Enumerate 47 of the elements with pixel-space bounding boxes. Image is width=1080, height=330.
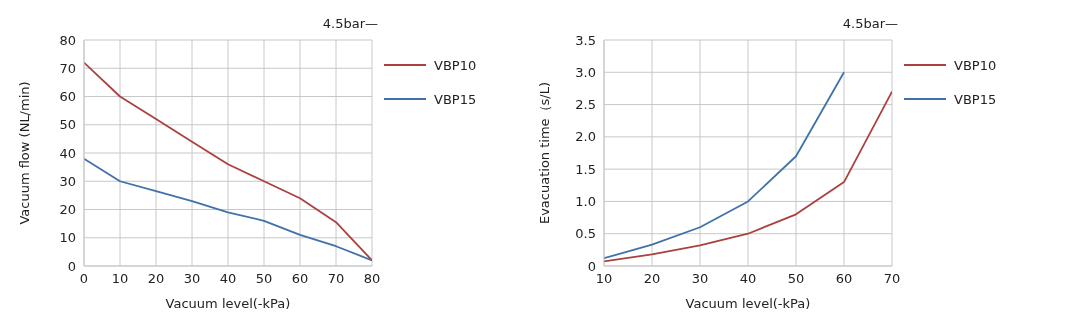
line-series [84, 157, 372, 262]
y-tick-label: 20 [59, 202, 76, 218]
y-tick-label: 60 [59, 89, 76, 105]
y-tick-label: 0 [587, 258, 596, 274]
y-tick-label: 3.5 [575, 32, 596, 48]
y-axis-title: Evacuation time（s/L) [536, 81, 552, 225]
x-tick-label: 10 [595, 271, 613, 287]
x-tick-label: 40 [739, 271, 757, 287]
x-tick-label: 20 [643, 271, 661, 287]
line-series [84, 61, 372, 262]
x-axis-title: Vacuum level(-kPa) [685, 296, 811, 311]
x-tick-label: 50 [787, 271, 805, 287]
x-tick-label: 70 [327, 271, 345, 287]
y-tick-label: 0.5 [575, 226, 596, 242]
x-tick-label: 0 [79, 271, 89, 287]
line-series [604, 90, 892, 263]
y-tick-label: 30 [59, 173, 76, 189]
y-tick-label: 2.0 [575, 129, 596, 145]
x-tick-label: 30 [691, 271, 709, 287]
x-tick-label: 70 [883, 271, 901, 287]
legend-label: VBP10 [954, 57, 997, 73]
x-tick-label: 80 [363, 271, 381, 287]
y-tick-label: 3.0 [575, 64, 596, 80]
x-tick-label: 60 [835, 271, 853, 287]
line-series [604, 71, 845, 260]
y-tick-label: 1.0 [575, 194, 596, 210]
y-tick-label: 1.5 [575, 161, 596, 177]
legend-title: 4.5bar— [841, 16, 898, 31]
legend-label: VBP15 [434, 91, 477, 107]
y-tick-label: 10 [59, 230, 76, 246]
y-tick-label: 50 [59, 117, 76, 133]
x-tick-label: 30 [183, 271, 201, 287]
legend-title: 4.5bar— [321, 16, 378, 31]
x-tick-label: 20 [147, 271, 165, 287]
x-tick-label: 60 [291, 271, 309, 287]
y-tick-label: 70 [59, 60, 76, 76]
y-tick-label: 40 [59, 145, 76, 161]
x-axis-title: Vacuum level(-kPa) [165, 296, 291, 311]
y-tick-label: 2.5 [575, 97, 596, 113]
y-axis-title: Vacuum flow (NL/min) [16, 81, 32, 225]
legend-label: VBP15 [954, 91, 997, 107]
y-tick-label: 0 [67, 258, 76, 274]
legend-label: VBP10 [434, 57, 477, 73]
x-tick-label: 10 [111, 271, 129, 287]
y-tick-label: 80 [59, 32, 76, 48]
x-tick-label: 40 [219, 271, 237, 287]
x-tick-label: 50 [255, 271, 273, 287]
